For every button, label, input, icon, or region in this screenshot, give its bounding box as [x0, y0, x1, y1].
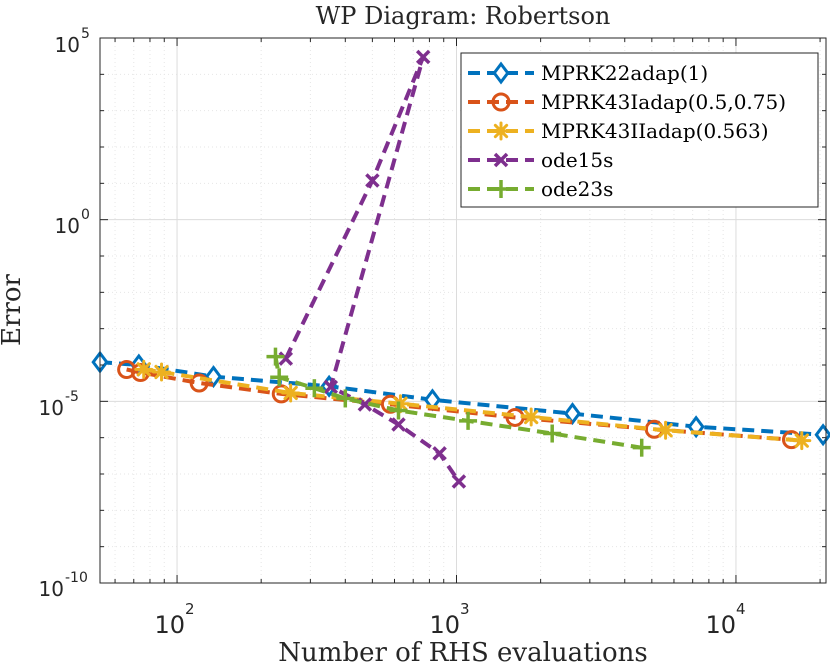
x-tick-label-100: 10 [154, 611, 185, 639]
x-tick-label-10000: 10 [705, 611, 736, 639]
legend-marker-ode15s-stroke [493, 152, 509, 168]
legend-label-mprk43iiadap: MPRK43IIadap(0.563) [541, 119, 769, 143]
series-line-ode15s [284, 55, 461, 483]
series-line-mprk22adap-1 [99, 360, 824, 437]
data-point-mprk43iiadap-0-563-stroke [154, 364, 169, 380]
data-point-ode15s-stroke [415, 49, 431, 65]
legend-marker-ode23s [492, 180, 510, 198]
data-point-ode23s [336, 389, 355, 408]
y-tick-labels: 10 -10 10 -5 10 0 10 5 [39, 26, 90, 601]
legend-marker-mprk43iadap-0-5-0-75 [491, 92, 511, 112]
data-point-mprk43iiadap-0-563 [390, 394, 410, 414]
data-point-mprk43iiadap-0-563-stroke [136, 362, 151, 377]
data-point-ode15s-stroke [391, 417, 406, 432]
chart-title: WP Diagram: Robertson [316, 2, 611, 30]
data-point-mprk43iiadap-0-563 [521, 407, 541, 427]
axis-ticks [100, 37, 826, 584]
data-point-mprk43iiadap-0-563-stroke [794, 433, 809, 448]
series-mprk43iiadap-0-563 [134, 359, 812, 451]
legend-label-ode23s: ode23s [541, 177, 613, 201]
y-tick-exp-1e-5: -5 [65, 389, 79, 405]
data-point-ode23s [543, 424, 562, 443]
data-point-ode15s [278, 351, 294, 366]
data-point-ode15s-stroke [432, 446, 447, 461]
x-axis-label: Number of RHS evaluations [278, 638, 647, 665]
data-point-ode15s-stroke [323, 379, 339, 395]
y-axis-label: Error [0, 273, 27, 345]
y-tick-exp-1e-10: -10 [65, 570, 88, 586]
data-point-mprk43iiadap-0-563 [134, 359, 154, 379]
data-point-ode15s [391, 417, 406, 432]
y-tick-exp-1: 0 [81, 207, 90, 223]
minor-grid [100, 38, 826, 583]
data-point-ode23s [632, 438, 651, 457]
series-ode23s [266, 347, 651, 457]
data-point-mprk43iiadap-0-563-stroke [658, 423, 673, 438]
data-point-mprk22adap-1 [563, 402, 582, 426]
data-point-mprk43iiadap-0-563-stroke [393, 396, 408, 411]
data-point-mprk43iiadap-0-563 [281, 383, 301, 403]
data-point-ode23s [305, 379, 324, 398]
data-point-ode23s [266, 347, 285, 366]
data-point-mprk43iiadap-0-563 [152, 362, 172, 382]
data-point-mprk43iiadap-0-563 [792, 431, 812, 451]
legend-marker-mprk22adap-1 [492, 61, 510, 85]
data-point-mprk43iiadap-0-563 [656, 420, 676, 440]
data-point-ode15s [415, 49, 431, 65]
legend-box [460, 52, 819, 208]
plot-frame [99, 37, 827, 584]
series-line-ode23s [273, 356, 643, 450]
x-tick-exp-100: 2 [185, 600, 195, 618]
legend-marker-mprk43iiadap-0-563-stroke [493, 123, 509, 139]
data-point-ode15s [432, 446, 447, 461]
data-point-ode15s [451, 474, 467, 489]
data-point-ode15s-stroke [365, 173, 380, 188]
legend-label-mprk43iadap: MPRK43Iadap(0.5,0.75) [541, 90, 786, 114]
data-point-ode23s [459, 411, 478, 430]
data-point-mprk43iadap-0-5-0-75 [189, 373, 209, 393]
legend-label-ode15s: ode15s [541, 148, 613, 172]
data-point-ode15s [323, 379, 339, 395]
data-point-ode23s [270, 368, 289, 387]
data-point-mprk43iiadap-0-563-stroke [283, 385, 298, 401]
data-point-ode23s [389, 401, 408, 420]
y-tick-label-1: 10 [55, 214, 80, 238]
legend-label-mprk22adap: MPRK22adap(1) [541, 61, 708, 85]
series-ode15s [278, 49, 467, 489]
data-point-ode15s-stroke [278, 351, 294, 366]
x-tick-exp-1000: 3 [460, 600, 470, 618]
legend-marker-mprk43iiadap-0-563 [491, 121, 511, 141]
x-tick-exp-10000: 4 [736, 600, 746, 618]
legend-symbols [468, 61, 534, 198]
data-point-ode15s-stroke [357, 397, 373, 412]
y-tick-label-1e5: 10 [55, 33, 80, 57]
y-tick-label-1e-10: 10 [39, 577, 64, 601]
data-point-ode15s [365, 173, 380, 188]
data-point-ode15s-stroke [451, 474, 467, 489]
x-tick-label-1000: 10 [429, 611, 460, 639]
y-tick-exp-1e5: 5 [81, 26, 90, 42]
y-tick-label-1e-5: 10 [39, 396, 64, 420]
legend: MPRK22adap(1) MPRK43Iadap(0.5,0.75) MPRK… [460, 52, 819, 208]
legend-marker-ode15s [493, 152, 509, 168]
x-tick-labels: 10 2 10 3 10 4 [154, 600, 745, 639]
data-point-mprk43iiadap-0-563-stroke [524, 409, 539, 425]
series-layer [91, 49, 830, 489]
